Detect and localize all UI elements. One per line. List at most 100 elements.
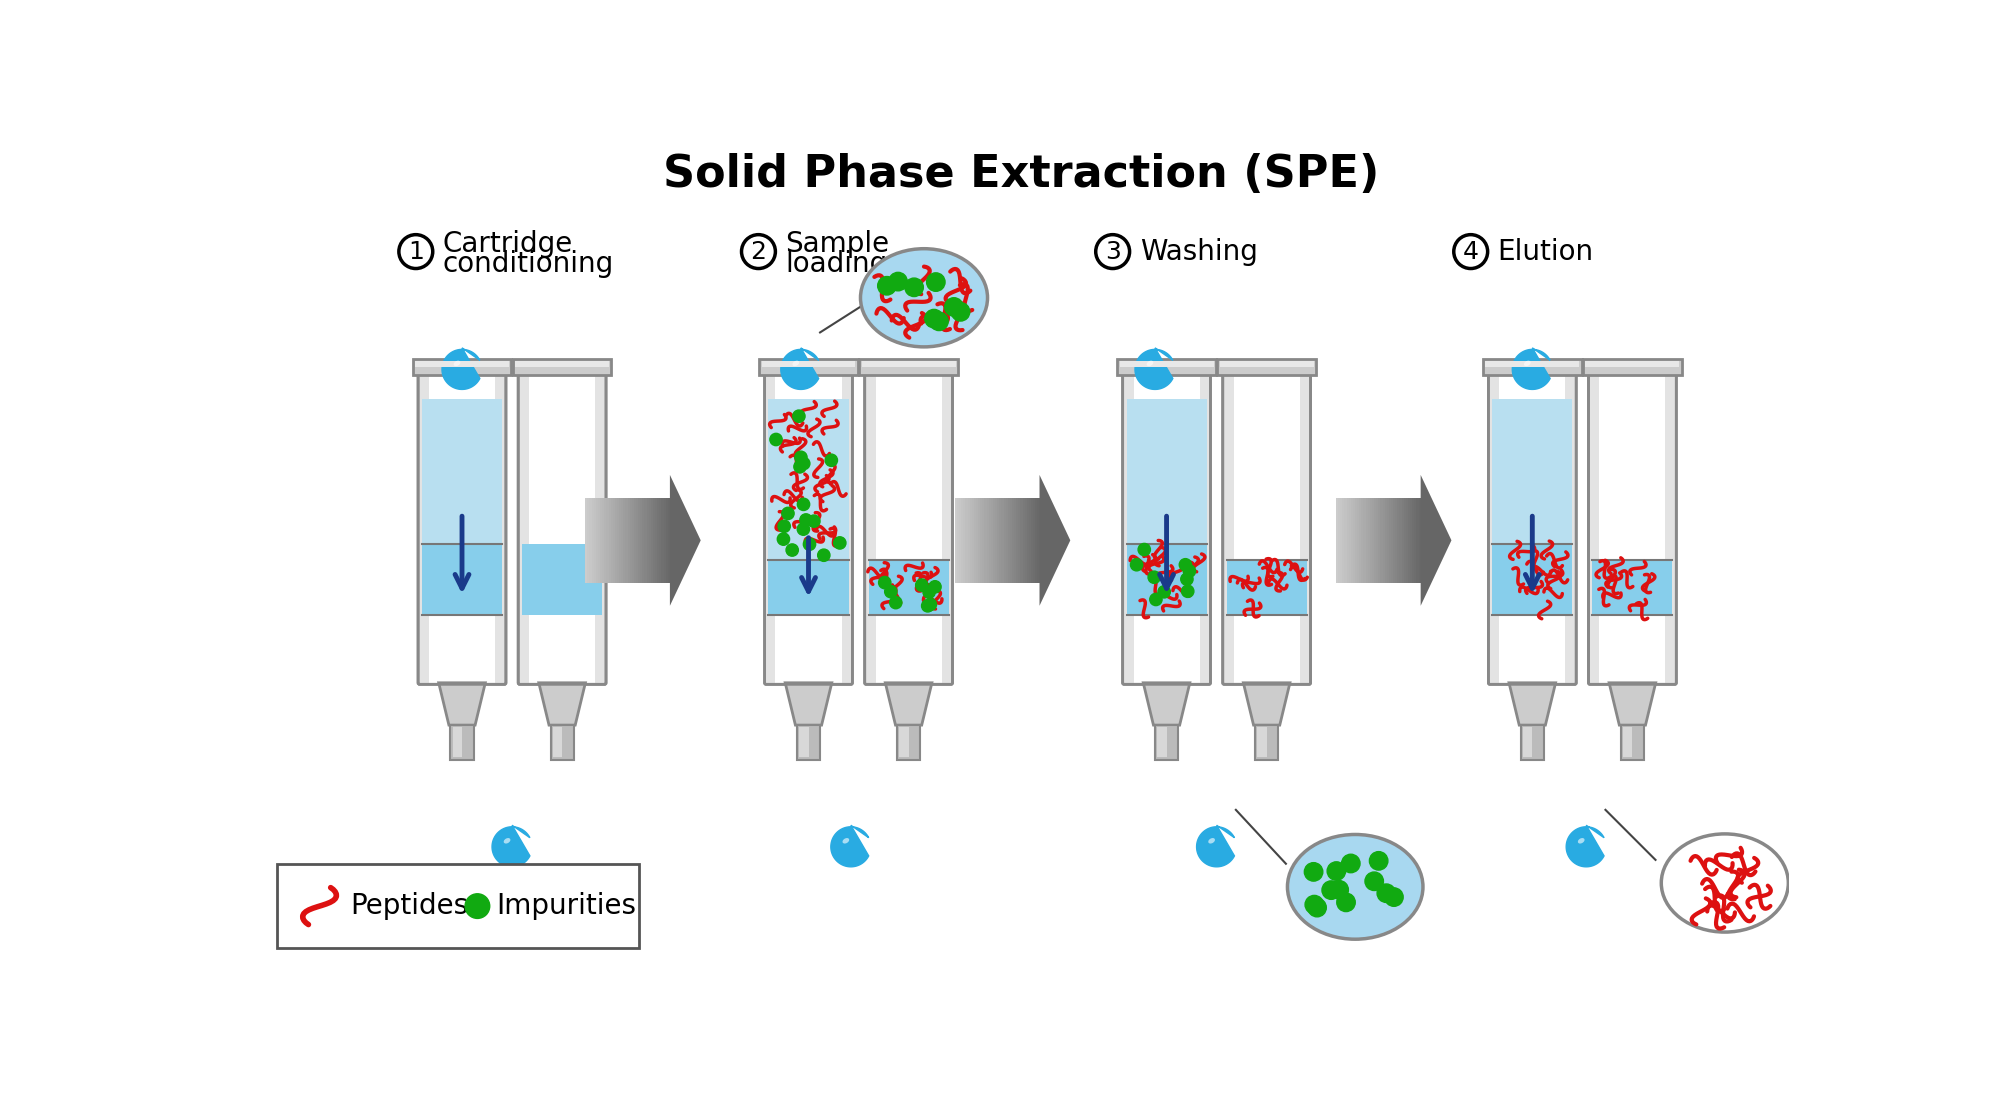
Bar (973, 498, 975, 583)
Bar (965, 498, 969, 583)
Bar (624, 498, 626, 583)
Circle shape (1180, 573, 1194, 585)
Circle shape (795, 451, 807, 464)
Circle shape (1303, 863, 1323, 882)
Text: conditioning: conditioning (442, 250, 614, 278)
Circle shape (825, 454, 837, 466)
Circle shape (929, 312, 949, 331)
Bar (989, 498, 993, 583)
Bar (622, 498, 624, 583)
Circle shape (1138, 543, 1150, 555)
Bar (993, 498, 996, 583)
Bar (1586, 361, 1680, 367)
Bar (1391, 498, 1393, 583)
Bar (668, 498, 672, 583)
Ellipse shape (1287, 834, 1423, 939)
Bar (644, 498, 648, 583)
Bar (1353, 498, 1355, 583)
Bar (977, 498, 979, 583)
Text: Peptides: Peptides (351, 893, 468, 920)
Bar (646, 498, 650, 583)
Bar (620, 498, 622, 583)
Circle shape (925, 598, 937, 611)
Polygon shape (1608, 683, 1656, 725)
Bar (1367, 498, 1371, 583)
Circle shape (1307, 898, 1325, 917)
Bar (1028, 498, 1032, 583)
Bar (1381, 498, 1383, 583)
Bar (959, 498, 963, 583)
Circle shape (781, 507, 793, 519)
Bar (550, 725, 574, 759)
Circle shape (1150, 593, 1162, 606)
Bar (450, 725, 474, 759)
Bar (897, 725, 921, 759)
Bar (512, 359, 612, 375)
Polygon shape (1196, 825, 1234, 867)
Polygon shape (492, 825, 530, 867)
Bar (1419, 498, 1421, 583)
Bar (1411, 498, 1413, 583)
Bar (769, 560, 849, 615)
Bar (955, 498, 959, 583)
Bar (1483, 359, 1582, 375)
Bar (1357, 498, 1359, 583)
Bar (660, 498, 662, 583)
Circle shape (777, 533, 789, 545)
Text: loading: loading (785, 250, 887, 278)
Bar (1582, 359, 1682, 375)
Bar (602, 498, 606, 583)
Bar (616, 498, 618, 583)
Bar (586, 498, 588, 583)
Ellipse shape (861, 249, 989, 347)
Circle shape (1329, 880, 1349, 899)
Bar (1034, 498, 1038, 583)
Bar (1379, 498, 1381, 583)
Circle shape (797, 498, 809, 510)
Text: Cartridge: Cartridge (442, 230, 574, 258)
Circle shape (925, 310, 943, 328)
FancyBboxPatch shape (1491, 375, 1499, 683)
Bar (1120, 361, 1214, 367)
Bar (598, 498, 600, 583)
Ellipse shape (504, 838, 510, 843)
Bar (1401, 498, 1405, 583)
Polygon shape (438, 683, 486, 725)
Circle shape (927, 273, 945, 291)
Bar (1335, 498, 1339, 583)
Polygon shape (785, 683, 831, 725)
FancyBboxPatch shape (518, 374, 606, 684)
Polygon shape (1513, 348, 1551, 389)
Text: 3: 3 (1104, 239, 1120, 263)
Bar (1226, 560, 1307, 615)
Circle shape (921, 599, 935, 612)
Bar (1493, 399, 1572, 544)
Bar (452, 727, 462, 757)
Bar (797, 725, 819, 759)
Bar (1022, 498, 1026, 583)
Bar (1397, 498, 1401, 583)
Circle shape (1148, 571, 1160, 583)
Ellipse shape (1578, 838, 1584, 843)
Bar (1415, 498, 1417, 583)
Bar (640, 498, 644, 583)
Bar (983, 498, 985, 583)
Circle shape (945, 298, 963, 316)
Bar (588, 498, 590, 583)
Circle shape (1158, 585, 1170, 598)
Bar (1220, 361, 1313, 367)
Bar (628, 498, 630, 583)
Bar (1521, 725, 1545, 759)
Bar (991, 498, 995, 583)
Text: Elution: Elution (1497, 238, 1594, 266)
Bar (1373, 498, 1377, 583)
Bar (652, 498, 654, 583)
Bar (658, 498, 660, 583)
Circle shape (803, 538, 815, 550)
Bar (1343, 498, 1345, 583)
Polygon shape (781, 348, 819, 389)
FancyBboxPatch shape (1590, 375, 1598, 683)
Ellipse shape (1208, 838, 1216, 843)
FancyBboxPatch shape (1224, 374, 1311, 684)
Bar (1006, 498, 1008, 583)
